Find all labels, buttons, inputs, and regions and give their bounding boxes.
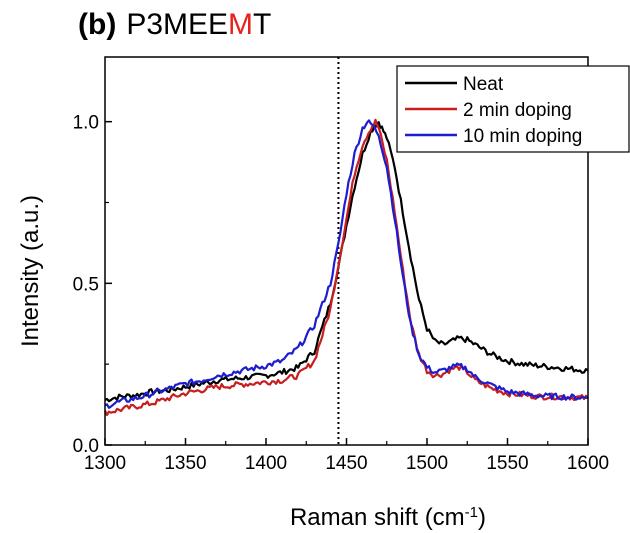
series-line-3: [104, 119, 588, 409]
legend-label: 10 min doping: [463, 126, 582, 147]
legend: Neat 2 min doping 10 min doping: [396, 65, 630, 153]
series-line-2: [103, 118, 589, 417]
chart-title: (b) P3MEEMT: [78, 8, 271, 41]
series-line-1: [104, 121, 589, 403]
y-tick-label: 1.0: [73, 113, 99, 134]
y-tick-label: 0.5: [73, 274, 99, 295]
y-tick-label: 0.0: [73, 436, 99, 457]
x-tick-label: 1300: [84, 453, 126, 474]
x-tick-label: 1350: [164, 453, 206, 474]
x-tick-label: 1600: [567, 453, 609, 474]
legend-label: Neat: [463, 74, 504, 95]
legend-label: 2 min doping: [463, 100, 572, 121]
x-axis-label: Raman shift (cm-1): [290, 504, 486, 532]
series-lines: [103, 118, 589, 417]
x-tick-label: 1400: [245, 453, 287, 474]
x-tick-label: 1550: [486, 453, 528, 474]
panel-label: (b): [78, 8, 116, 41]
plot-frame: [104, 56, 589, 446]
x-axis-ticks: 1300 1350 1400 1450 1500 1550 1600: [84, 438, 609, 474]
x-tick-label: 1450: [325, 453, 367, 474]
y-axis-label: Intensity (a.u.): [17, 195, 44, 347]
polymer-name-end: T: [253, 8, 271, 41]
x-tick-label: 1500: [406, 453, 448, 474]
polymer-name-highlight: M: [228, 8, 253, 41]
polymer-name-start: P3MEE: [126, 8, 228, 41]
